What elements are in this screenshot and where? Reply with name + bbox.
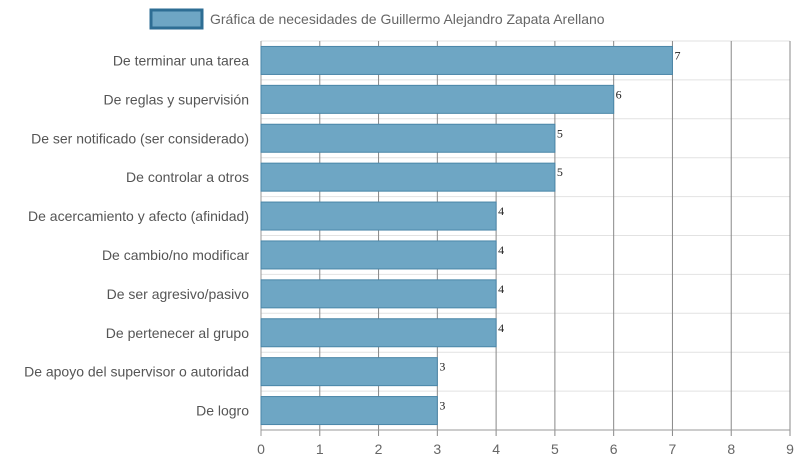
category-label: De apoyo del supervisor o autoridad — [24, 364, 249, 380]
bar[interactable] — [260, 357, 438, 387]
data-label: 3 — [439, 360, 445, 374]
data-labels: 7 6 5 5 4 4 4 4 3 3 — [439, 48, 680, 412]
x-tick-label: 1 — [316, 441, 324, 457]
legend[interactable]: Gráfica de necesidades de Guillermo Alej… — [149, 8, 605, 30]
bar[interactable] — [260, 162, 556, 192]
bar[interactable] — [260, 84, 615, 114]
category-label: De cambio/no modificar — [102, 247, 249, 263]
category-label: De controlar a otros — [126, 169, 249, 185]
bar[interactable] — [260, 318, 497, 348]
data-label: 6 — [616, 87, 622, 101]
bar[interactable] — [260, 45, 673, 75]
category-label: De terminar una tarea — [113, 52, 249, 68]
category-label: De logro — [196, 403, 249, 419]
bar[interactable] — [260, 201, 497, 231]
data-label: 4 — [498, 243, 504, 257]
data-label: 3 — [439, 399, 445, 413]
bars — [260, 45, 673, 426]
data-label: 4 — [498, 282, 504, 296]
data-label: 5 — [557, 165, 563, 179]
x-tick-label: 5 — [551, 441, 559, 457]
x-tick-label: 7 — [669, 441, 677, 457]
data-label: 4 — [498, 321, 504, 335]
x-tick-label: 2 — [375, 441, 383, 457]
category-label: De acercamiento y afecto (afinidad) — [28, 208, 249, 224]
category-labels: De terminar una tarea De reglas y supervi… — [24, 52, 249, 418]
category-label: De ser notificado (ser considerado) — [31, 130, 249, 146]
data-label: 4 — [498, 204, 504, 218]
x-tick-label: 6 — [610, 441, 618, 457]
bar[interactable] — [260, 123, 556, 153]
legend-label[interactable]: Gráfica de necesidades de Guillermo Alej… — [210, 11, 605, 27]
data-label: 5 — [557, 126, 563, 140]
x-tick-label: 0 — [257, 441, 265, 457]
bar[interactable] — [260, 240, 497, 270]
x-tick-label: 9 — [786, 441, 794, 457]
x-axis-tick-labels: 0 1 2 3 4 5 6 7 8 9 — [257, 441, 794, 457]
bar[interactable] — [260, 279, 497, 309]
category-label: De ser agresivo/pasivo — [107, 286, 250, 302]
x-tick-label: 8 — [727, 441, 735, 457]
x-tick-label: 4 — [492, 441, 500, 457]
bar[interactable] — [260, 396, 438, 426]
legend-swatch[interactable] — [149, 8, 204, 30]
data-label: 7 — [674, 48, 680, 62]
x-tick-label: 3 — [433, 441, 441, 457]
category-label: De pertenecer al grupo — [106, 325, 249, 341]
category-label: De reglas y supervisión — [103, 91, 249, 107]
